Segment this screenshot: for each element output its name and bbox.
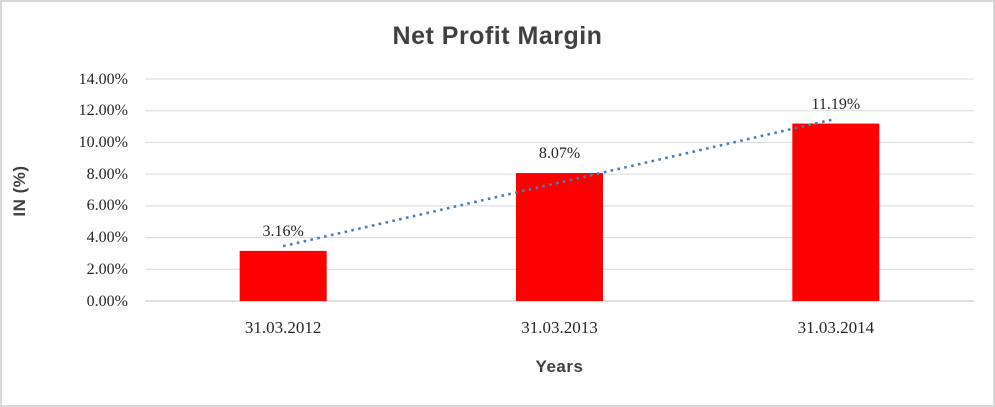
chart-title: Net Profit Margin (392, 22, 603, 50)
bar (239, 250, 327, 301)
y-tick-label: 2.00% (86, 260, 128, 278)
data-label: 11.19% (811, 95, 861, 113)
data-label: 8.07% (538, 145, 581, 163)
y-tick-label: 12.00% (78, 102, 128, 120)
y-tick-label: 0.00% (86, 292, 128, 310)
y-axis-title: IN (%) (10, 165, 29, 217)
bar (516, 173, 603, 301)
y-tick-label: 8.00% (86, 165, 128, 183)
bar (792, 123, 880, 302)
y-tick-label: 14.00% (78, 70, 128, 88)
y-tick-label: 4.00% (86, 229, 128, 247)
x-category-label: 31.03.2013 (521, 318, 598, 337)
y-tick-label: 10.00% (78, 133, 128, 151)
data-label: 3.16% (262, 222, 304, 240)
y-tick-label: 6.00% (86, 197, 128, 215)
x-category-label: 31.03.2014 (797, 318, 875, 337)
x-category-label: 31.03.2012 (244, 318, 322, 337)
x-axis-title: Years (535, 357, 584, 376)
